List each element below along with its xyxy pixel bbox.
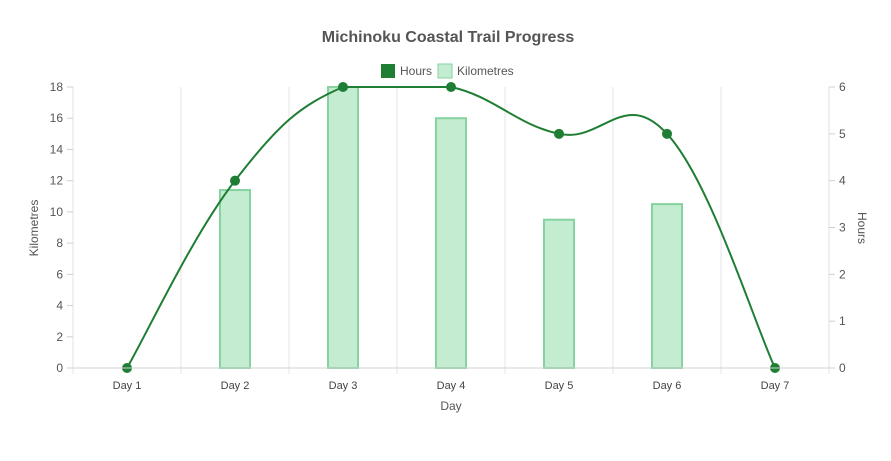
x-tick-label: Day 7 [761,380,790,392]
legend-label-hours: Hours [400,64,432,78]
y-right-tick-label: 6 [839,80,846,94]
y-left-tick-label: 16 [50,111,64,125]
y-left-tick-label: 18 [50,80,64,94]
x-tick-label: Day 5 [545,380,574,392]
x-tick-label: Day 4 [437,380,466,392]
x-tick-label: Day 3 [329,380,358,392]
x-tick-label: Day 2 [221,380,250,392]
y-left-tick-label: 4 [56,299,63,313]
point-hours-6 [662,128,672,139]
legend-swatch-hours [381,64,395,78]
y-left-tick-label: 2 [56,330,63,344]
chart-title: Michinoku Coastal Trail Progress [322,29,575,46]
bar-kilometres-5 [543,218,575,369]
x-tick-label: Day 6 [653,380,682,392]
grid-lines [72,87,830,374]
y-right-tick-label: 1 [839,314,846,328]
y-axis-left-label: Kilometres [27,200,41,257]
y-right-tick-label: 5 [839,127,846,141]
point-hours-2 [230,175,240,186]
x-axis-label: Day [440,399,461,413]
point-hours-3 [338,82,348,92]
y-left-tick-label: 0 [56,361,63,375]
x-tick-label: Day 1 [113,380,142,392]
y-left-tick-label: 12 [50,174,64,188]
line-hours [126,85,776,369]
y-left-tick-label: 6 [56,267,63,281]
bar-kilometres-2 [219,189,251,369]
bar-kilometres-4 [435,117,467,369]
y-left-tick-label: 8 [56,236,63,250]
point-hours-5 [554,128,564,139]
bars-layer [219,86,683,369]
point-hours-4 [446,82,456,92]
y-axis-right-label: Hours [855,212,869,244]
y-left-tick-label: 10 [50,205,64,219]
y-right-tick-label: 4 [839,174,846,188]
bar-kilometres-3 [327,86,359,369]
y-right-tick-label: 2 [839,267,846,281]
y-right-tick-label: 0 [839,361,846,375]
legend-swatch-kilometres [437,63,453,79]
y-left-tick-label: 14 [50,142,64,156]
bar-kilometres-6 [651,203,683,369]
y-right-tick-label: 3 [839,221,846,235]
legend-label-kilometres: Kilometres [457,64,514,78]
legend: Hours Kilometres [381,63,514,79]
